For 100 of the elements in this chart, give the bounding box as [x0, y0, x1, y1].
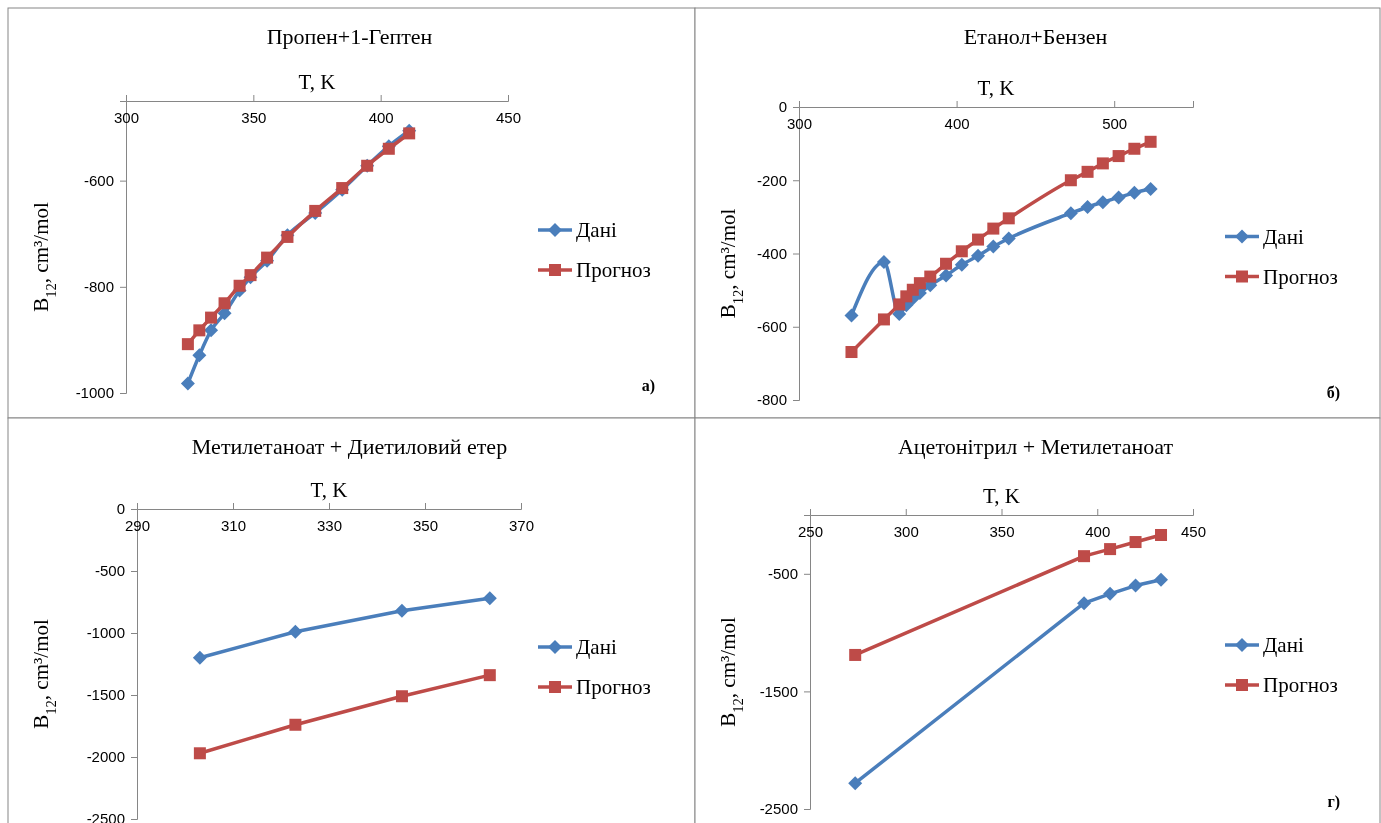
x-tick-label: 250: [797, 523, 824, 540]
legend-label: Прогноз: [1263, 264, 1338, 289]
point: [1095, 195, 1110, 210]
point: [1155, 528, 1168, 541]
point: [1002, 212, 1015, 225]
point: [924, 270, 937, 283]
point: [1001, 231, 1016, 246]
point: [877, 313, 890, 326]
point: [395, 690, 408, 703]
point: [483, 669, 496, 682]
point: [205, 311, 218, 324]
y-tick-label: 0: [116, 500, 125, 518]
point: [403, 127, 416, 140]
y-tick-label: -1500: [759, 682, 798, 700]
x-tick-label: 450: [1180, 523, 1207, 540]
x-tick-label: 400: [368, 109, 394, 126]
legend-label: Дані: [1263, 224, 1304, 249]
point: [1080, 199, 1095, 214]
x-tick-label: 350: [989, 523, 1015, 540]
point: [1104, 543, 1117, 556]
point: [987, 222, 1000, 235]
x-tick-label: 400: [1085, 523, 1111, 540]
y-tick-label: -600: [83, 171, 114, 189]
y-tick-label: -500: [94, 562, 125, 580]
chart-title: Пропен+1-Гептен: [266, 24, 433, 49]
chart-title: Метилетаноат + Диетиловий етер: [191, 434, 508, 459]
y-tick-label: -400: [756, 244, 787, 262]
point: [1144, 135, 1157, 148]
y-tick-label: -1500: [86, 686, 125, 704]
y-tick-label: -1000: [86, 624, 125, 642]
point: [218, 297, 231, 310]
point: [1154, 572, 1169, 587]
point: [1143, 182, 1158, 197]
point: [848, 776, 863, 791]
point: [1063, 206, 1078, 221]
point: [1128, 142, 1141, 155]
y-tick-label: -2500: [759, 800, 798, 818]
point: [261, 251, 274, 264]
point: [1077, 596, 1092, 611]
point: [193, 324, 206, 337]
y-tick-label: -800: [83, 278, 114, 296]
text: б): [1326, 384, 1340, 402]
point: [181, 338, 194, 351]
point: [1128, 578, 1143, 593]
x-tick-label: 310: [220, 517, 247, 534]
legend-label: Прогноз: [576, 675, 651, 699]
x-tick-label: 290: [124, 517, 151, 534]
y-tick-label: -1000: [75, 384, 114, 402]
point: [394, 603, 409, 618]
legend-label: Дані: [1263, 633, 1304, 657]
point: [192, 650, 207, 665]
point: [180, 376, 195, 391]
point: [913, 277, 926, 290]
chart-title: Ацетонітрил + Метилетаноат: [897, 434, 1174, 459]
point: [849, 648, 862, 661]
x-axis-title: T, K: [298, 70, 336, 94]
legend-label: Дані: [576, 218, 617, 242]
point: [939, 268, 954, 283]
y-tick-label: -600: [756, 318, 787, 336]
point: [1096, 157, 1109, 170]
x-tick-label: 300: [786, 115, 813, 132]
legend-label: Дані: [576, 635, 617, 659]
x-tick-label: 450: [495, 109, 522, 126]
point: [845, 346, 858, 359]
text: а): [641, 377, 655, 395]
x-axis-title: T, K: [983, 484, 1020, 508]
point: [1078, 550, 1091, 563]
x-tick-label: 370: [508, 517, 535, 534]
y-tick-label: -200: [756, 171, 787, 189]
chart-title: Етанол+Бензен: [963, 24, 1108, 49]
point: [844, 308, 859, 323]
point: [193, 747, 206, 760]
point: [971, 248, 986, 263]
x-tick-label: 350: [241, 109, 267, 126]
point: [1064, 174, 1077, 187]
point: [192, 348, 207, 363]
point: [1127, 185, 1142, 200]
x-tick-label: 330: [316, 517, 343, 534]
point: [954, 257, 969, 272]
point: [1111, 190, 1126, 205]
point: [955, 245, 968, 258]
y-tick-label: -500: [767, 565, 798, 583]
x-tick-label: 350: [412, 517, 439, 534]
x-axis-title: T, K: [977, 76, 1015, 100]
point: [986, 239, 1001, 254]
point: [204, 323, 219, 338]
legend-label: Прогноз: [1263, 673, 1338, 697]
point: [288, 624, 303, 639]
x-tick-label: 300: [113, 109, 140, 126]
x-tick-label: 400: [944, 115, 970, 132]
point: [1112, 150, 1125, 163]
point: [940, 257, 953, 270]
point: [972, 233, 985, 246]
point: [233, 279, 246, 292]
point: [1081, 165, 1094, 178]
point: [289, 718, 302, 731]
point: [876, 254, 891, 269]
y-tick-label: 0: [778, 98, 787, 116]
text: г): [1327, 793, 1340, 811]
legend-label: Прогноз: [576, 258, 651, 282]
